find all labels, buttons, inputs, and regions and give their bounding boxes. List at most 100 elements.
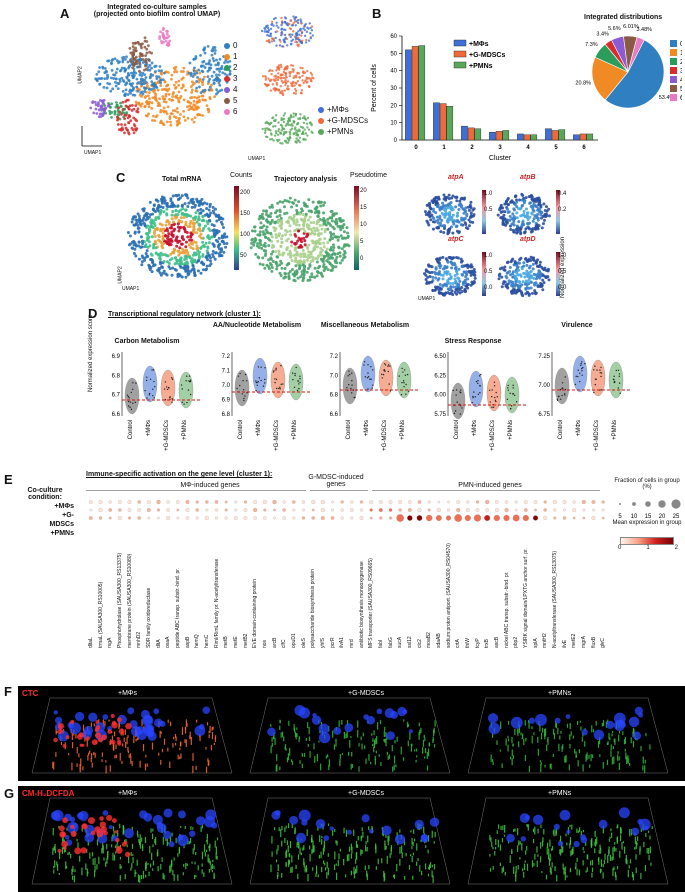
umap-point bbox=[201, 83, 205, 87]
umap-point bbox=[304, 255, 308, 259]
violin-group-label: Control bbox=[128, 420, 134, 439]
umap-point bbox=[165, 207, 169, 211]
dot bbox=[320, 499, 325, 505]
umap-point bbox=[326, 227, 330, 231]
umap2-label-a: UMAP2 bbox=[77, 66, 84, 84]
umap-point bbox=[216, 240, 220, 244]
violin-group-label: +MΦs bbox=[146, 420, 152, 436]
cond-umap-point bbox=[287, 139, 291, 142]
violin-point bbox=[371, 387, 373, 389]
umap-point bbox=[145, 102, 149, 106]
umap-point bbox=[542, 218, 546, 222]
green-signal bbox=[208, 760, 210, 766]
umap-point bbox=[228, 72, 232, 76]
umap-point bbox=[207, 227, 211, 231]
green-signal bbox=[588, 754, 590, 759]
green-signal bbox=[111, 735, 114, 741]
panel-d-title: Transcriptional regulatory network (clus… bbox=[108, 311, 261, 318]
green-signal bbox=[572, 735, 574, 739]
cond-umap-point bbox=[271, 116, 274, 120]
red-signal bbox=[65, 735, 70, 740]
violin-point bbox=[401, 381, 403, 384]
dot bbox=[263, 516, 267, 520]
green-signal bbox=[386, 751, 388, 756]
violin-point bbox=[280, 383, 282, 386]
green-signal bbox=[183, 843, 185, 849]
umap-point bbox=[165, 260, 169, 264]
red-signal bbox=[62, 743, 67, 748]
dot bbox=[117, 515, 122, 521]
counts-label: Counts bbox=[230, 172, 253, 179]
umap-point bbox=[190, 80, 194, 84]
green-signal bbox=[599, 737, 601, 745]
pie-legend-label: 3 bbox=[680, 68, 682, 75]
umap-point bbox=[516, 273, 520, 277]
dot bbox=[330, 516, 335, 520]
umap-point bbox=[263, 253, 267, 257]
umap-point bbox=[162, 71, 166, 75]
green-signal bbox=[273, 732, 275, 739]
blue-signal bbox=[593, 729, 605, 741]
umap-point bbox=[144, 60, 148, 64]
green-signal bbox=[552, 753, 554, 757]
green-signal bbox=[161, 748, 164, 753]
violin-point bbox=[488, 389, 491, 392]
cond-umap-point bbox=[303, 128, 306, 131]
umap-point bbox=[180, 236, 184, 240]
umap-point bbox=[197, 252, 201, 256]
violin-point bbox=[294, 374, 296, 377]
green-signal bbox=[73, 875, 75, 883]
g-cond-gm: +G-MDSCs bbox=[348, 790, 384, 797]
green-signal bbox=[151, 742, 154, 750]
umap-point bbox=[536, 285, 540, 289]
cond-umap-point bbox=[284, 78, 287, 82]
umap-point bbox=[294, 241, 298, 245]
umap-point bbox=[323, 237, 327, 241]
umap-point bbox=[215, 92, 218, 96]
y-tick-label: 50 bbox=[390, 51, 397, 57]
green-signal bbox=[298, 738, 300, 743]
counts-ticks: 200 150 100 50 bbox=[240, 183, 250, 267]
cond-umap-point bbox=[269, 132, 273, 135]
green-signal bbox=[101, 752, 103, 757]
dot bbox=[234, 500, 238, 504]
green-signal bbox=[308, 726, 310, 735]
gene-label: oleS bbox=[300, 637, 307, 648]
violin-point bbox=[274, 381, 276, 384]
cond-umap-point bbox=[263, 26, 266, 30]
blue-signal bbox=[384, 708, 395, 719]
blue-signal bbox=[638, 712, 644, 718]
umap-point bbox=[512, 223, 516, 227]
frac-legend-tick: 25 bbox=[673, 514, 680, 520]
umap-point bbox=[113, 80, 117, 84]
umap-point bbox=[536, 207, 540, 211]
green-signal bbox=[212, 726, 214, 730]
blue-signal bbox=[363, 714, 369, 720]
umap-point bbox=[455, 199, 459, 203]
umap-point bbox=[338, 224, 342, 228]
green-signal bbox=[376, 736, 378, 744]
umap-point bbox=[161, 95, 165, 98]
umap-point bbox=[137, 101, 141, 105]
dot bbox=[282, 508, 286, 512]
umap-point bbox=[305, 258, 309, 262]
cond-umap-point bbox=[301, 116, 305, 120]
umap-point bbox=[126, 71, 130, 75]
umap-point bbox=[189, 231, 193, 235]
umap-point bbox=[157, 101, 160, 105]
violin-point bbox=[260, 366, 262, 368]
violin-point bbox=[275, 369, 277, 371]
green-signal bbox=[415, 759, 417, 763]
umap-point bbox=[132, 116, 136, 120]
umap-point bbox=[210, 88, 214, 92]
umap-point bbox=[212, 231, 216, 235]
umap-point bbox=[190, 96, 194, 99]
umap-point bbox=[463, 209, 467, 213]
dot bbox=[534, 508, 537, 512]
blue-signal bbox=[54, 716, 63, 724]
umap-point bbox=[145, 212, 149, 216]
cluster-legend-item: 5 bbox=[224, 95, 237, 106]
cond-umap-point bbox=[291, 33, 294, 36]
gene-label: sdaAB bbox=[435, 633, 442, 648]
umap-point bbox=[296, 229, 300, 233]
